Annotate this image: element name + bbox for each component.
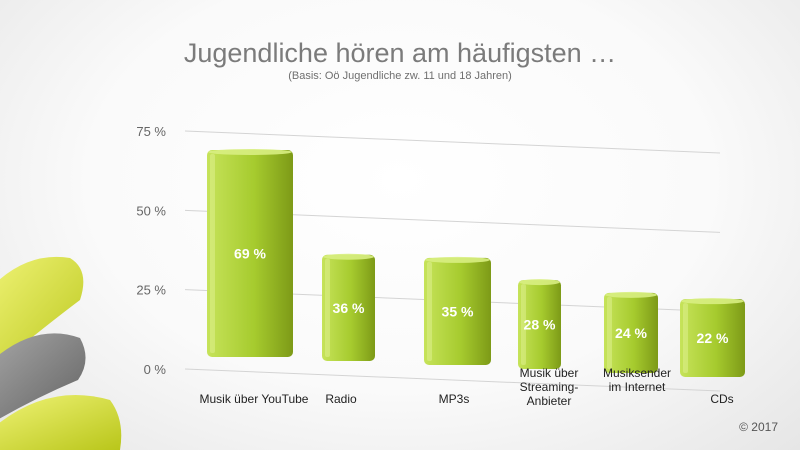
bar-highlight: [683, 303, 688, 373]
data-label: 35 %: [442, 303, 474, 319]
bar: [518, 280, 561, 369]
bar-highlight: [427, 261, 432, 361]
category-label: Musiksender im Internet: [603, 366, 671, 394]
chart-subtitle: (Basis: Oö Jugendliche zw. 11 und 18 Jah…: [288, 70, 512, 82]
bar-highlight: [521, 284, 526, 365]
category-label: CDs: [710, 392, 733, 406]
bar: [604, 292, 658, 373]
bar-group: 28 %: [518, 279, 561, 369]
bar-highlight: [607, 296, 612, 369]
petal-yellow-top: [0, 257, 84, 364]
gridline: [184, 130, 721, 154]
data-label: 69 %: [234, 246, 266, 262]
bar-highlight: [210, 154, 215, 353]
data-label: 28 %: [524, 317, 556, 333]
decorative-petals: [0, 257, 122, 450]
bar-group: 35 %: [424, 256, 491, 365]
petal-gray: [0, 333, 86, 419]
bar-group: 22 %: [680, 298, 745, 377]
bar-top: [681, 298, 744, 305]
bar: [322, 254, 375, 361]
bar-group: 36 %: [322, 253, 375, 361]
data-label: 22 %: [697, 330, 729, 346]
bar-top: [605, 291, 657, 298]
data-label: 24 %: [615, 325, 647, 341]
category-label: MP3s: [439, 392, 470, 406]
data-label: 36 %: [333, 300, 365, 316]
category-label: Musik über Streaming-Anbieter: [520, 366, 579, 408]
bar-top: [208, 149, 292, 156]
category-label: Musik über YouTube: [200, 392, 309, 406]
category-label: Radio: [325, 392, 357, 406]
y-tick-label: 75 %: [136, 124, 166, 139]
chart-title: Jugendliche hören am häufigsten …: [183, 38, 617, 68]
copyright-notice: © 2017: [739, 420, 778, 434]
bar: [424, 257, 491, 365]
bar: [207, 150, 293, 357]
bar-top: [425, 256, 490, 263]
bar-group: 69 %: [207, 149, 293, 357]
bar-top: [519, 279, 560, 286]
bar-highlight: [325, 258, 330, 357]
y-tick-label: 0 %: [144, 362, 167, 377]
bar: [680, 299, 745, 377]
gridline: [184, 368, 721, 392]
petal-yellow-bottom: [0, 395, 122, 450]
y-tick-label: 50 %: [136, 203, 166, 218]
y-tick-label: 25 %: [136, 283, 166, 298]
bar-group: 24 %: [604, 291, 658, 373]
bar-top: [323, 253, 374, 260]
